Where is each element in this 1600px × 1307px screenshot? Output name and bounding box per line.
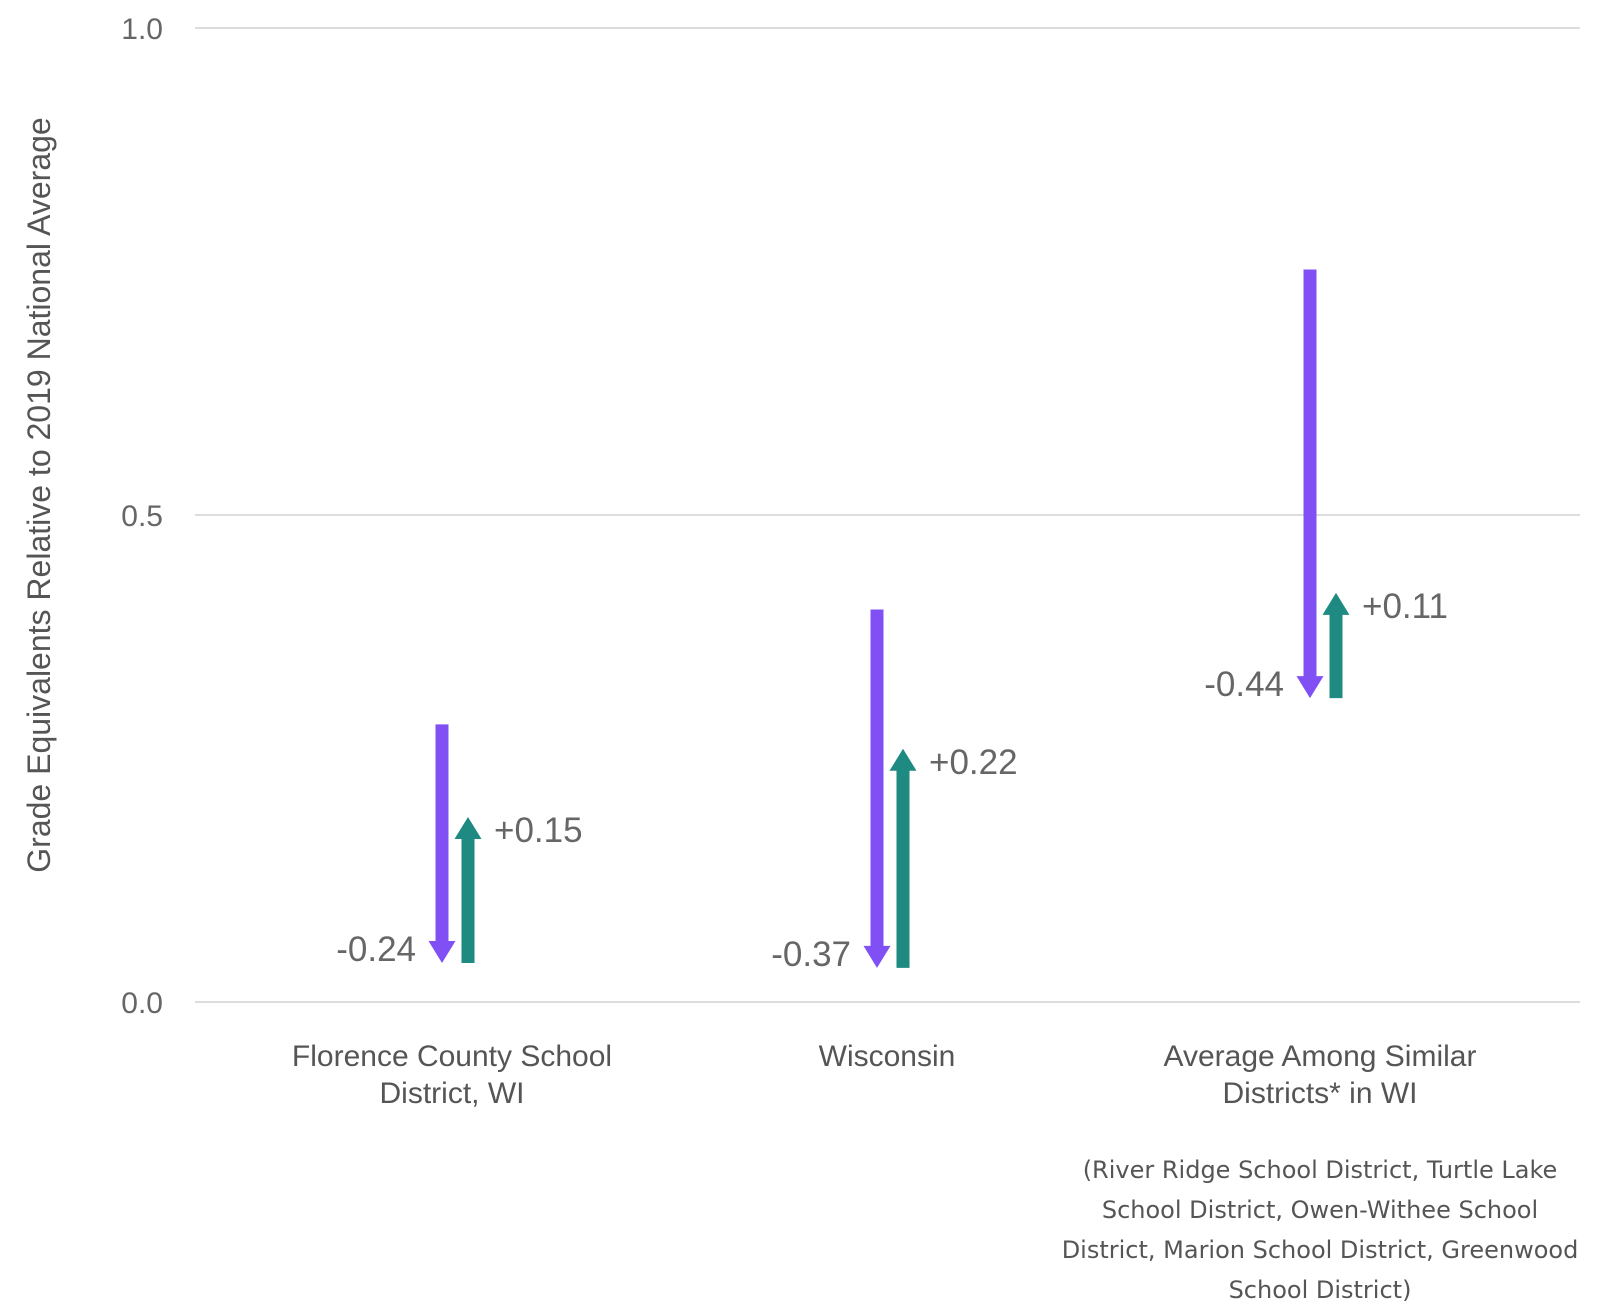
recovery-arrow — [454, 816, 482, 964]
y-tick-label: 0.5 — [121, 500, 163, 533]
category-label: Florence County School — [292, 1040, 612, 1073]
y-axis-label: Grade Equivalents Relative to 2019 Natio… — [21, 117, 57, 872]
decline-label: -0.37 — [771, 935, 851, 974]
footnote-line: (River Ridge School District, Turtle Lak… — [1083, 1156, 1558, 1184]
footnote-line: School District) — [1229, 1276, 1412, 1304]
decline-arrow — [1296, 269, 1324, 699]
recovery-label: +0.11 — [1362, 587, 1448, 626]
decline-label: -0.24 — [336, 930, 416, 969]
y-tick-label: 0.0 — [121, 987, 163, 1020]
category-label: Districts* in WI — [1223, 1077, 1418, 1110]
recovery-label: +0.22 — [929, 743, 1018, 782]
footnote-line: District, Marion School District, Greenw… — [1062, 1236, 1579, 1264]
plot-area: 0.0 0.5 1.0 -0.24 +0.15 Florence County Schoo… — [121, 13, 1580, 1304]
footnote-line: School District, Owen-Withee School — [1102, 1196, 1538, 1224]
recovery-arrow — [1322, 592, 1350, 699]
y-tick-label: 1.0 — [121, 13, 163, 46]
category-label: District, WI — [380, 1077, 525, 1110]
recovery-label: +0.15 — [494, 811, 583, 850]
decline-arrow — [863, 609, 891, 968]
category-label: Wisconsin — [819, 1040, 956, 1073]
decline-label: -0.44 — [1204, 665, 1284, 704]
category-label: Average Among Similar — [1164, 1040, 1477, 1073]
recovery-arrow — [889, 748, 917, 968]
decline-arrow — [428, 724, 456, 964]
